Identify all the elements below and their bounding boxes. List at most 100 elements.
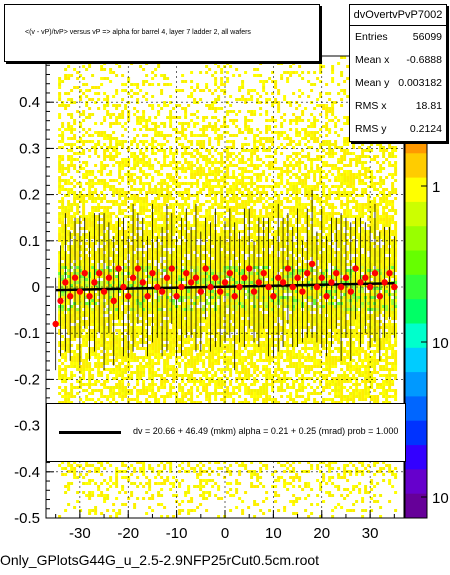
density-cell <box>313 269 317 272</box>
density-cell <box>259 215 263 218</box>
density-cell <box>358 239 362 242</box>
density-cell <box>328 290 332 293</box>
density-cell <box>82 239 86 242</box>
density-cell <box>367 218 371 221</box>
density-cell <box>367 257 371 260</box>
density-cell <box>313 278 317 281</box>
density-cell <box>109 239 113 242</box>
density-cell <box>208 188 212 191</box>
density-cell <box>157 161 161 164</box>
density-cell <box>163 221 167 224</box>
density-cell <box>145 149 149 152</box>
density-cell <box>220 176 224 179</box>
density-cell <box>160 185 164 188</box>
density-cell <box>208 182 212 185</box>
density-cell <box>379 185 383 188</box>
density-cell <box>379 167 383 170</box>
density-cell <box>202 248 206 251</box>
density-cell <box>181 194 185 197</box>
density-cell <box>337 266 341 269</box>
density-cell <box>232 257 236 260</box>
density-cell <box>130 245 134 248</box>
density-cell <box>331 104 335 107</box>
density-cell <box>274 233 278 236</box>
density-cell <box>295 248 299 251</box>
density-cell <box>379 257 383 260</box>
density-cell <box>319 263 323 266</box>
density-cell <box>73 152 77 155</box>
density-cell <box>187 164 191 167</box>
density-cell <box>142 236 146 239</box>
density-cell <box>325 185 329 188</box>
density-cell <box>268 161 272 164</box>
density-cell <box>91 113 95 116</box>
density-cell <box>229 176 233 179</box>
density-cell <box>238 74 242 77</box>
density-cell <box>250 161 254 164</box>
density-cell <box>277 200 281 203</box>
density-cell <box>70 260 74 263</box>
density-cell <box>364 203 368 206</box>
density-cell <box>217 185 221 188</box>
density-cell <box>187 152 191 155</box>
density-cell <box>217 224 221 227</box>
density-cell <box>385 203 389 206</box>
density-cell <box>91 266 95 269</box>
density-cell <box>154 281 158 284</box>
density-cell <box>130 203 134 206</box>
density-cell <box>70 146 74 149</box>
density-cell <box>172 179 176 182</box>
density-cell <box>343 116 347 119</box>
density-cell <box>280 212 284 215</box>
density-cell <box>394 155 398 158</box>
density-cell <box>274 83 278 86</box>
density-cell <box>265 227 269 230</box>
density-cell <box>154 140 158 143</box>
density-cell <box>259 263 263 266</box>
density-cell <box>307 290 311 293</box>
density-cell <box>175 137 179 140</box>
density-cell <box>181 152 185 155</box>
density-cell <box>247 281 251 284</box>
density-cell <box>241 248 245 251</box>
density-cell <box>388 161 392 164</box>
density-cell <box>370 248 374 251</box>
density-cell <box>283 269 287 272</box>
density-cell <box>244 170 248 173</box>
density-cell <box>271 275 275 278</box>
density-cell <box>250 260 254 263</box>
density-cell <box>118 239 122 242</box>
density-cell <box>58 86 62 89</box>
density-cell <box>298 167 302 170</box>
density-cell <box>199 209 203 212</box>
density-cell <box>82 203 86 206</box>
density-cell <box>214 128 218 131</box>
density-cell <box>97 248 101 251</box>
density-cell <box>205 215 209 218</box>
density-cell <box>265 119 269 122</box>
density-cell <box>163 74 167 77</box>
density-cell <box>118 167 122 170</box>
density-cell <box>109 155 113 158</box>
density-cell <box>322 212 326 215</box>
density-cell <box>115 221 119 224</box>
density-cell <box>370 170 374 173</box>
density-cell <box>370 158 374 161</box>
density-cell <box>118 122 122 125</box>
density-cell <box>148 248 152 251</box>
density-cell <box>292 260 296 263</box>
density-cell <box>121 143 125 146</box>
density-cell <box>277 185 281 188</box>
density-cell <box>250 170 254 173</box>
density-cell <box>343 122 347 125</box>
density-cell <box>256 248 260 251</box>
density-cell <box>130 218 134 221</box>
density-cell <box>217 128 221 131</box>
density-cell <box>274 251 278 254</box>
density-cell <box>160 191 164 194</box>
density-cell <box>337 233 341 236</box>
density-cell <box>211 125 215 128</box>
density-cell <box>76 269 80 272</box>
density-cell <box>271 227 275 230</box>
density-cell <box>88 89 92 92</box>
